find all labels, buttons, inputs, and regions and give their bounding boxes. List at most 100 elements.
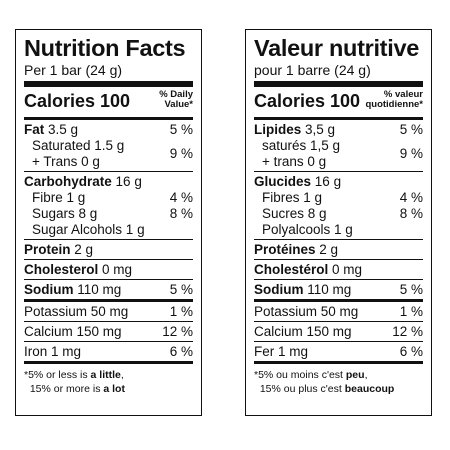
sodium-amount: 110 mg	[307, 282, 352, 297]
calcium-pct: 12 %	[392, 324, 423, 339]
medium-divider	[254, 117, 423, 120]
daily-value-heading: % valeur quotidienne*	[365, 90, 423, 110]
fat-section: Fat 3.5 g 5 % Saturated 1.5 g + Trans 0 g…	[24, 120, 193, 171]
iron-section: Fer 1 mg 6 %	[254, 342, 423, 361]
thick-divider	[24, 81, 193, 87]
sodium-pct: 5 %	[399, 282, 423, 297]
protein-label: Protéines	[254, 242, 316, 257]
iron-line: Iron 1 mg	[24, 344, 82, 359]
footnote: *5% or less is a little, 15% or more is …	[24, 364, 193, 396]
sodium-label: Sodium	[254, 282, 304, 297]
calcium-line: Calcium 150 mg	[24, 324, 122, 339]
sugar-alcohols-line: Sugar Alcohols 1 g	[32, 222, 145, 237]
footnote-line2-bold: a lot	[103, 383, 125, 395]
fat-amount: 3,5 g	[305, 122, 336, 137]
cholesterol-amount: 0 mg	[332, 262, 363, 277]
calories-row: Calories 100 % valeur quotidienne*	[254, 87, 423, 117]
saturated-line: saturés 1,5 g	[262, 138, 341, 153]
thin-divider	[254, 259, 423, 260]
footnote-line1-text: *5% ou moins c'est	[254, 369, 346, 381]
calcium-pct: 12 %	[162, 324, 193, 339]
medium-divider	[24, 299, 193, 302]
calories-row: Calories 100 % Daily Value*	[24, 87, 193, 117]
calories-label: Calories 100	[254, 91, 361, 111]
dv-heading-line1: % valeur	[383, 89, 423, 100]
thin-divider	[254, 321, 423, 322]
protein-amount: 2 g	[319, 242, 339, 257]
sugars-line: Sucres 8 g	[262, 206, 327, 221]
sugar-alcohols-line: Polyalcools 1 g	[262, 222, 353, 237]
fat-label: Lipides	[254, 122, 302, 137]
sugars-line: Sugars 8 g	[32, 206, 98, 221]
serving-size: pour 1 barre (24 g)	[254, 62, 371, 78]
cholesterol-section: Cholesterol 0 mg	[24, 260, 193, 279]
iron-section: Iron 1 mg 6 %	[24, 342, 193, 361]
nutrition-facts-panel-en: Nutrition Facts Per 1 bar (24 g) Calorie…	[15, 29, 202, 416]
carb-amount: 16 g	[115, 174, 142, 189]
panel-title: Valeur nutritive	[254, 35, 419, 61]
thin-divider	[24, 171, 193, 172]
fat-label: Fat	[24, 122, 45, 137]
thin-divider	[24, 279, 193, 280]
fat-pct: 5 %	[399, 122, 423, 137]
cholesterol-amount: 0 mg	[102, 262, 133, 277]
thin-divider	[24, 239, 193, 240]
iron-pct: 6 %	[169, 344, 193, 359]
sugars-pct: 8 %	[169, 206, 193, 221]
trans-line: + Trans 0 g	[32, 154, 100, 169]
thin-divider	[254, 239, 423, 240]
calcium-section: Calcium 150 mg 12 %	[254, 322, 423, 341]
calcium-line: Calcium 150 mg	[254, 324, 352, 339]
sugars-pct: 8 %	[399, 206, 423, 221]
sat-trans-pct: 9 %	[399, 146, 423, 161]
footnote: *5% ou moins c'est peu, 15% ou plus c'es…	[254, 364, 423, 396]
thick-divider	[254, 81, 423, 87]
cholesterol-label: Cholesterol	[24, 262, 99, 277]
potassium-line: Potassium 50 mg	[24, 304, 129, 319]
footnote-line2-text: 15% or more is	[29, 383, 104, 395]
thin-divider	[254, 279, 423, 280]
thin-divider	[24, 341, 193, 342]
dv-heading-line2: Value*	[164, 99, 193, 110]
potassium-line: Potassium 50 mg	[254, 304, 359, 319]
sodium-pct: 5 %	[169, 282, 193, 297]
footnote-line2-bold: beaucoup	[344, 383, 395, 395]
footnote-line2-text: 15% ou plus c'est	[259, 383, 345, 395]
fat-amount: 3.5 g	[48, 122, 79, 137]
footnote-line1-bold: a little	[90, 369, 121, 381]
sat-trans-pct: 9 %	[169, 146, 193, 161]
protein-amount: 2 g	[74, 242, 94, 257]
panel-title: Nutrition Facts	[24, 35, 186, 61]
medium-divider	[24, 117, 193, 120]
fat-section: Lipides 3,5 g 5 % saturés 1,5 g + trans 0…	[254, 120, 423, 171]
carb-label: Carbohydrate	[24, 174, 112, 189]
fibre-pct: 4 %	[399, 190, 423, 205]
footnote-line1-comma: ,	[120, 369, 124, 381]
medium-divider	[254, 361, 423, 364]
carb-section: Carbohydrate 16 g Fibre 1 g 4 % Sugars 8 …	[24, 172, 193, 239]
calcium-section: Calcium 150 mg 12 %	[24, 322, 193, 341]
medium-divider	[254, 299, 423, 302]
thin-divider	[24, 321, 193, 322]
iron-pct: 6 %	[399, 344, 423, 359]
potassium-pct: 1 %	[399, 304, 423, 319]
footnote-line1-text: *5% or less is	[24, 369, 91, 381]
thin-divider	[254, 341, 423, 342]
protein-section: Protéines 2 g	[254, 240, 423, 259]
sodium-section: Sodium 110 mg 5 %	[254, 280, 423, 299]
potassium-section: Potassium 50 mg 1 %	[254, 302, 423, 321]
fat-pct: 5 %	[169, 122, 193, 137]
potassium-section: Potassium 50 mg 1 %	[24, 302, 193, 321]
calories-label: Calories 100	[24, 91, 131, 111]
cholesterol-section: Cholestérol 0 mg	[254, 260, 423, 279]
protein-label: Protein	[24, 242, 71, 257]
thin-divider	[24, 259, 193, 260]
footnote-line1-comma: ,	[364, 369, 368, 381]
sodium-amount: 110 mg	[77, 282, 122, 297]
carb-section: Glucides 16 g Fibres 1 g 4 % Sucres 8 g 8 …	[254, 172, 423, 239]
thin-divider	[254, 171, 423, 172]
dv-heading-line1: % Daily	[159, 89, 193, 100]
footnote-line1-bold: peu	[345, 369, 365, 381]
saturated-line: Saturated 1.5 g	[32, 138, 125, 153]
iron-line: Fer 1 mg	[254, 344, 309, 359]
